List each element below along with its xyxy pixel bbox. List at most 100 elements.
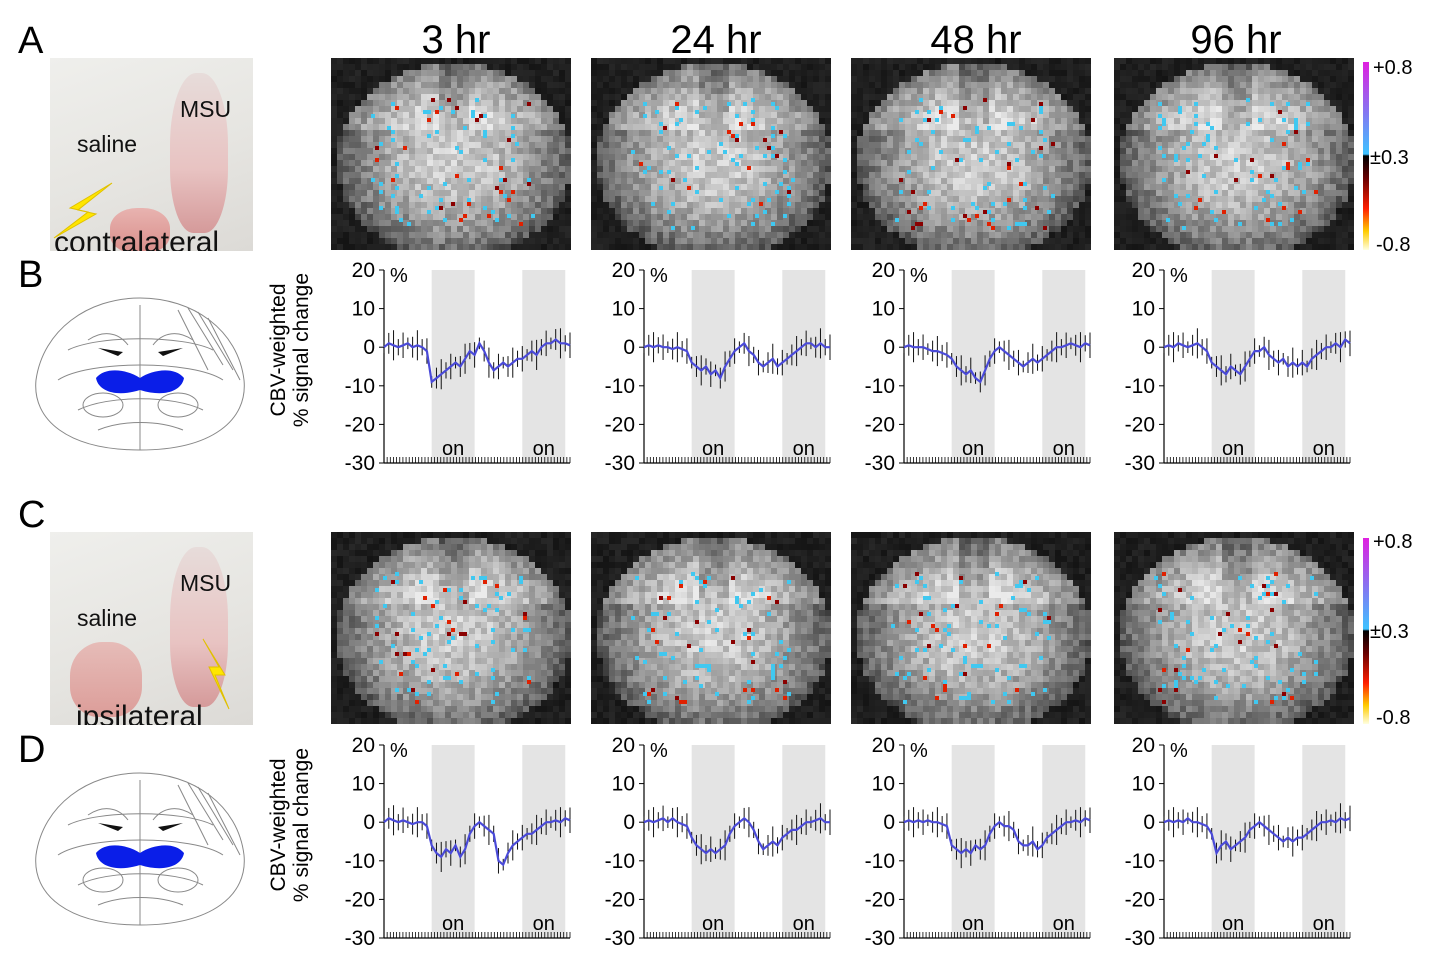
- y-tick-label: -10: [865, 375, 895, 398]
- y-tick-label: 0: [883, 811, 895, 834]
- time-label-24hr: 24 hr: [670, 18, 762, 62]
- y-tick-label: -10: [1125, 375, 1155, 398]
- y-tick-label: 0: [363, 811, 375, 834]
- y-tick-label: 10: [1132, 773, 1155, 796]
- y-tick-label: 20: [352, 734, 375, 757]
- activation-map-c-96hr: [1114, 532, 1354, 724]
- y-tick-label: 10: [352, 298, 375, 321]
- msu-label: MSU: [180, 96, 232, 122]
- ipsilateral-label: ipsilateral: [76, 700, 203, 725]
- saline-label: saline: [77, 131, 138, 157]
- saline-label: saline: [77, 605, 138, 631]
- y-tick-label: 20: [1132, 734, 1155, 757]
- y-tick-label: -20: [865, 888, 895, 911]
- colorbar-top-min: -0.8: [1376, 234, 1411, 256]
- signal-line: [383, 817, 571, 867]
- paw-photo-contralateral: MSU saline contralateral: [50, 58, 253, 251]
- stim-on-label: on: [533, 913, 555, 935]
- stim-block: [431, 270, 475, 463]
- activation-map-a-24hr: [591, 58, 831, 250]
- activation-map-graphic: [851, 532, 1091, 724]
- unit-label: %: [390, 265, 408, 287]
- signal-line: [1163, 337, 1351, 376]
- saline-paw: [70, 642, 142, 717]
- y-tick-label: 0: [623, 336, 635, 359]
- timecourse-chart-b-96hr: on on 20 10 0 -10 -20 -30%: [1125, 259, 1351, 470]
- lightning-bolt-icon: [202, 638, 230, 710]
- signal-line: [903, 342, 1091, 384]
- y-tick-label: -20: [345, 888, 375, 911]
- colorbar-bottom-threshold: ±0.3: [1370, 621, 1409, 643]
- colorbar-bottom: [1363, 538, 1369, 724]
- stim-block: [1302, 270, 1346, 463]
- msu-paw: [170, 73, 228, 233]
- panel-letter-b: B: [18, 254, 44, 296]
- msu-paw: [170, 547, 228, 707]
- stim-block: [951, 745, 995, 938]
- y-tick-label: -10: [345, 850, 375, 873]
- activation-map-graphic: [591, 58, 831, 250]
- roi-thalamus: [96, 370, 184, 394]
- stim-on-label: on: [442, 438, 464, 460]
- activation-map-graphic: [851, 58, 1091, 250]
- activation-map-c-24hr: [591, 532, 831, 724]
- timecourse-chart-d-3hr: on on 20 10 0 -10 -20 -30%: [345, 734, 571, 945]
- activation-map-c-48hr: [851, 532, 1091, 724]
- activation-map-a-3hr: [331, 58, 571, 250]
- stim-on-label: on: [962, 438, 984, 460]
- y-tick-label: 0: [883, 336, 895, 359]
- y-axis-label-line2: % signal change: [290, 272, 314, 428]
- stim-block: [782, 745, 826, 938]
- stim-on-label: on: [1313, 913, 1335, 935]
- y-tick-label: -30: [1125, 452, 1155, 470]
- y-tick-label: 20: [872, 734, 895, 757]
- unit-label: %: [1170, 740, 1188, 762]
- y-tick-label: -10: [865, 850, 895, 873]
- activation-map-graphic: [1114, 532, 1354, 724]
- stim-on-label: on: [702, 438, 724, 460]
- y-tick-label: 0: [623, 811, 635, 834]
- unit-label: %: [390, 740, 408, 762]
- signal-line: [643, 341, 830, 381]
- saline-paw: [110, 208, 170, 251]
- stim-block: [1302, 745, 1346, 938]
- stim-on-label: on: [533, 438, 555, 460]
- panel-letter-a: A: [18, 20, 44, 62]
- activation-map-a-96hr: [1114, 58, 1354, 250]
- y-tick-label: -30: [605, 452, 635, 470]
- y-tick-label: -30: [345, 452, 375, 470]
- y-axis-label-d: CBV-weighted % signal change: [267, 725, 317, 925]
- y-tick-label: -20: [1125, 413, 1155, 436]
- y-tick-label: -20: [1125, 888, 1155, 911]
- activation-map-graphic: [331, 58, 571, 250]
- stim-block: [691, 270, 735, 463]
- stim-on-label: on: [1222, 913, 1244, 935]
- activation-map-a-48hr: [851, 58, 1091, 250]
- unit-label: %: [1170, 265, 1188, 287]
- stim-on-label: on: [1053, 438, 1075, 460]
- activation-map-graphic: [1114, 58, 1354, 250]
- msu-label: MSU: [180, 570, 232, 596]
- stim-block: [522, 745, 566, 938]
- stim-on-label: on: [793, 438, 815, 460]
- y-tick-label: 10: [1132, 298, 1155, 321]
- colorbar-bottom-max: +0.8: [1373, 531, 1413, 553]
- activation-map-graphic: [331, 532, 571, 724]
- stim-on-label: on: [1222, 438, 1244, 460]
- y-tick-label: 10: [612, 773, 635, 796]
- y-tick-label: 20: [352, 259, 375, 282]
- y-axis-label-line1: CBV-weighted: [267, 758, 290, 892]
- y-tick-label: 20: [612, 734, 635, 757]
- y-tick-label: -10: [605, 375, 635, 398]
- colorbar-top: [1363, 62, 1369, 250]
- signal-line: [643, 816, 830, 855]
- timecourse-chart-d-48hr: on on 20 10 0 -10 -20 -30%: [865, 734, 1091, 945]
- lightning-bolt-icon: [53, 182, 113, 239]
- stim-on-label: on: [962, 913, 984, 935]
- y-tick-label: -30: [1125, 927, 1155, 945]
- roi-thalamus: [96, 845, 184, 869]
- stim-block: [782, 270, 826, 463]
- y-tick-label: 20: [612, 259, 635, 282]
- timecourse-chart-d-96hr: on on 20 10 0 -10 -20 -30%: [1125, 734, 1351, 945]
- y-tick-label: 20: [872, 259, 895, 282]
